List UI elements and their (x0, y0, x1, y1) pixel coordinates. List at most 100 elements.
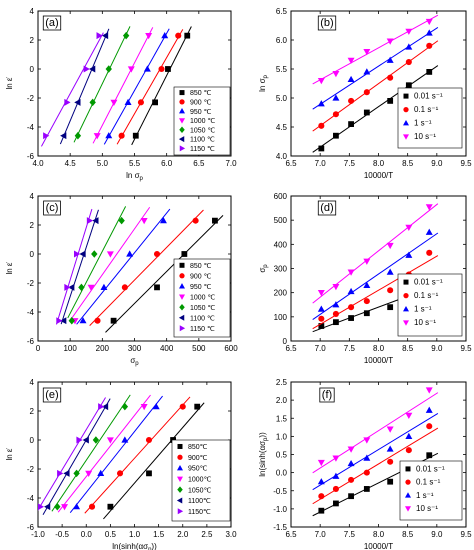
legend-label: 1100 ℃ (190, 137, 215, 144)
legend-label: 1000℃ (188, 476, 212, 483)
data-point (73, 469, 80, 478)
y-tick-label: 2 (30, 36, 35, 45)
y-tick-label: 2 (30, 407, 35, 416)
data-point (79, 250, 86, 258)
data-point (68, 316, 75, 325)
panel-label: (f) (322, 389, 332, 401)
legend-marker (177, 508, 184, 515)
x-tick-label: 3.0 (225, 530, 237, 539)
fit-line (59, 28, 110, 145)
data-point (38, 503, 45, 511)
legend-marker (179, 108, 185, 114)
data-point (122, 31, 130, 40)
data-point (86, 217, 94, 225)
panel-e: -1.0 -0.5 0.0 0.5 1.0 1.5 2.0 2.5 3.0 -6 -4 -2 0 2 4 ln… (5, 378, 237, 550)
data-point (184, 32, 191, 39)
fit-line (41, 32, 104, 147)
data-point (79, 317, 87, 324)
data-point (73, 250, 81, 258)
y-axis-title: ln ε̇ (5, 447, 14, 460)
data-point (426, 249, 433, 256)
data-point (96, 32, 103, 40)
x-axis-title: ln σp (126, 171, 143, 182)
x-axis-title-sub: p (140, 176, 144, 182)
legend-box (171, 439, 231, 522)
data-point (64, 98, 71, 106)
fit-line (42, 398, 111, 515)
x-tick-label: 9.5 (460, 530, 472, 539)
data-point (348, 476, 355, 483)
data-point (158, 65, 165, 73)
fit-line (60, 209, 99, 325)
legend-label: 0.01 s⁻¹ (414, 92, 443, 101)
y-tick-label: 400 (274, 240, 288, 249)
x-tick-label: 8.5 (402, 344, 414, 353)
y-tick-label: 0.0 (276, 469, 288, 478)
y-tick-label: -2 (27, 279, 35, 288)
data-point (363, 454, 371, 461)
y-axis-title: ln ε̇ (5, 76, 14, 89)
x-tick-label: 7.0 (315, 344, 327, 353)
legend-marker (405, 506, 411, 512)
legend-label: 10 s⁻¹ (416, 504, 438, 513)
data-point (332, 94, 340, 101)
y-tick-label: 4 (30, 7, 35, 16)
data-point (152, 99, 158, 106)
data-point (83, 65, 90, 73)
panel-b: 6.5 7.0 7.5 8.0 8.5 9.0 9.5 4.0 4.5 5.0 5.5 6.0 6.5 1… (258, 7, 472, 180)
data-point (332, 310, 339, 317)
x-axis-title-main: ln σ (126, 171, 139, 180)
x-tick-label: 7.5 (344, 159, 356, 168)
fit-line (89, 209, 204, 326)
y-tick-label: 1.5 (276, 414, 288, 423)
legend-marker (403, 93, 409, 99)
legend-marker (177, 464, 183, 471)
data-point (387, 287, 394, 294)
data-point (348, 315, 354, 321)
y-axis-title-main: ln ε̇ (5, 76, 14, 89)
data-point (347, 287, 355, 295)
y-axis-title-main: ln(sinh(ασ (258, 441, 267, 477)
data-point (386, 426, 394, 433)
x-axis-title-main: 10000/T (364, 542, 393, 550)
data-point (76, 436, 83, 444)
panel-label-box (42, 15, 62, 31)
y-tick-label: 6.5 (276, 7, 288, 16)
y-tick-label: -2 (27, 465, 35, 474)
data-point (118, 132, 125, 139)
data-point (363, 437, 371, 444)
data-point (363, 89, 370, 96)
legend-label: 0.1 s⁻¹ (414, 291, 439, 300)
y-axis-title: ln ε̇ (5, 261, 14, 274)
data-point (363, 310, 370, 317)
x-tick-label: -0.5 (55, 530, 69, 539)
fit-line (131, 26, 192, 146)
data-point (44, 503, 51, 511)
data-point (110, 99, 118, 106)
fit-line (105, 215, 224, 333)
x-tick-label: 5.5 (129, 159, 141, 168)
data-point (386, 38, 394, 45)
y-tick-label: 4.0 (276, 152, 288, 161)
y-tick-label: 0.5 (276, 451, 288, 460)
data-point (332, 455, 340, 462)
x-axis-title-main: ln(sinh(ασ (112, 542, 148, 550)
y-tick-label: 200 (274, 289, 288, 298)
data-point (145, 33, 153, 40)
panel-f: 6.5 7.0 7.5 8.0 8.5 9.0 9.5 -1.5 -1.0 -0.5 0.0 0.5 1… (258, 378, 472, 550)
data-point (93, 133, 101, 140)
y-tick-label: 1.0 (276, 432, 288, 441)
y-tick-label: 6.0 (276, 36, 288, 45)
data-point (43, 132, 50, 140)
legend-label: 900℃ (188, 455, 208, 462)
y-axis-title-main: σ (258, 268, 267, 273)
data-point (140, 404, 148, 411)
series-group (41, 26, 192, 147)
data-point (100, 283, 108, 290)
y-tick-label: -6 (27, 523, 35, 532)
data-point (425, 387, 433, 394)
fit-line (69, 206, 151, 322)
x-tick-label: 8.0 (373, 530, 385, 539)
legend-marker (177, 454, 183, 460)
